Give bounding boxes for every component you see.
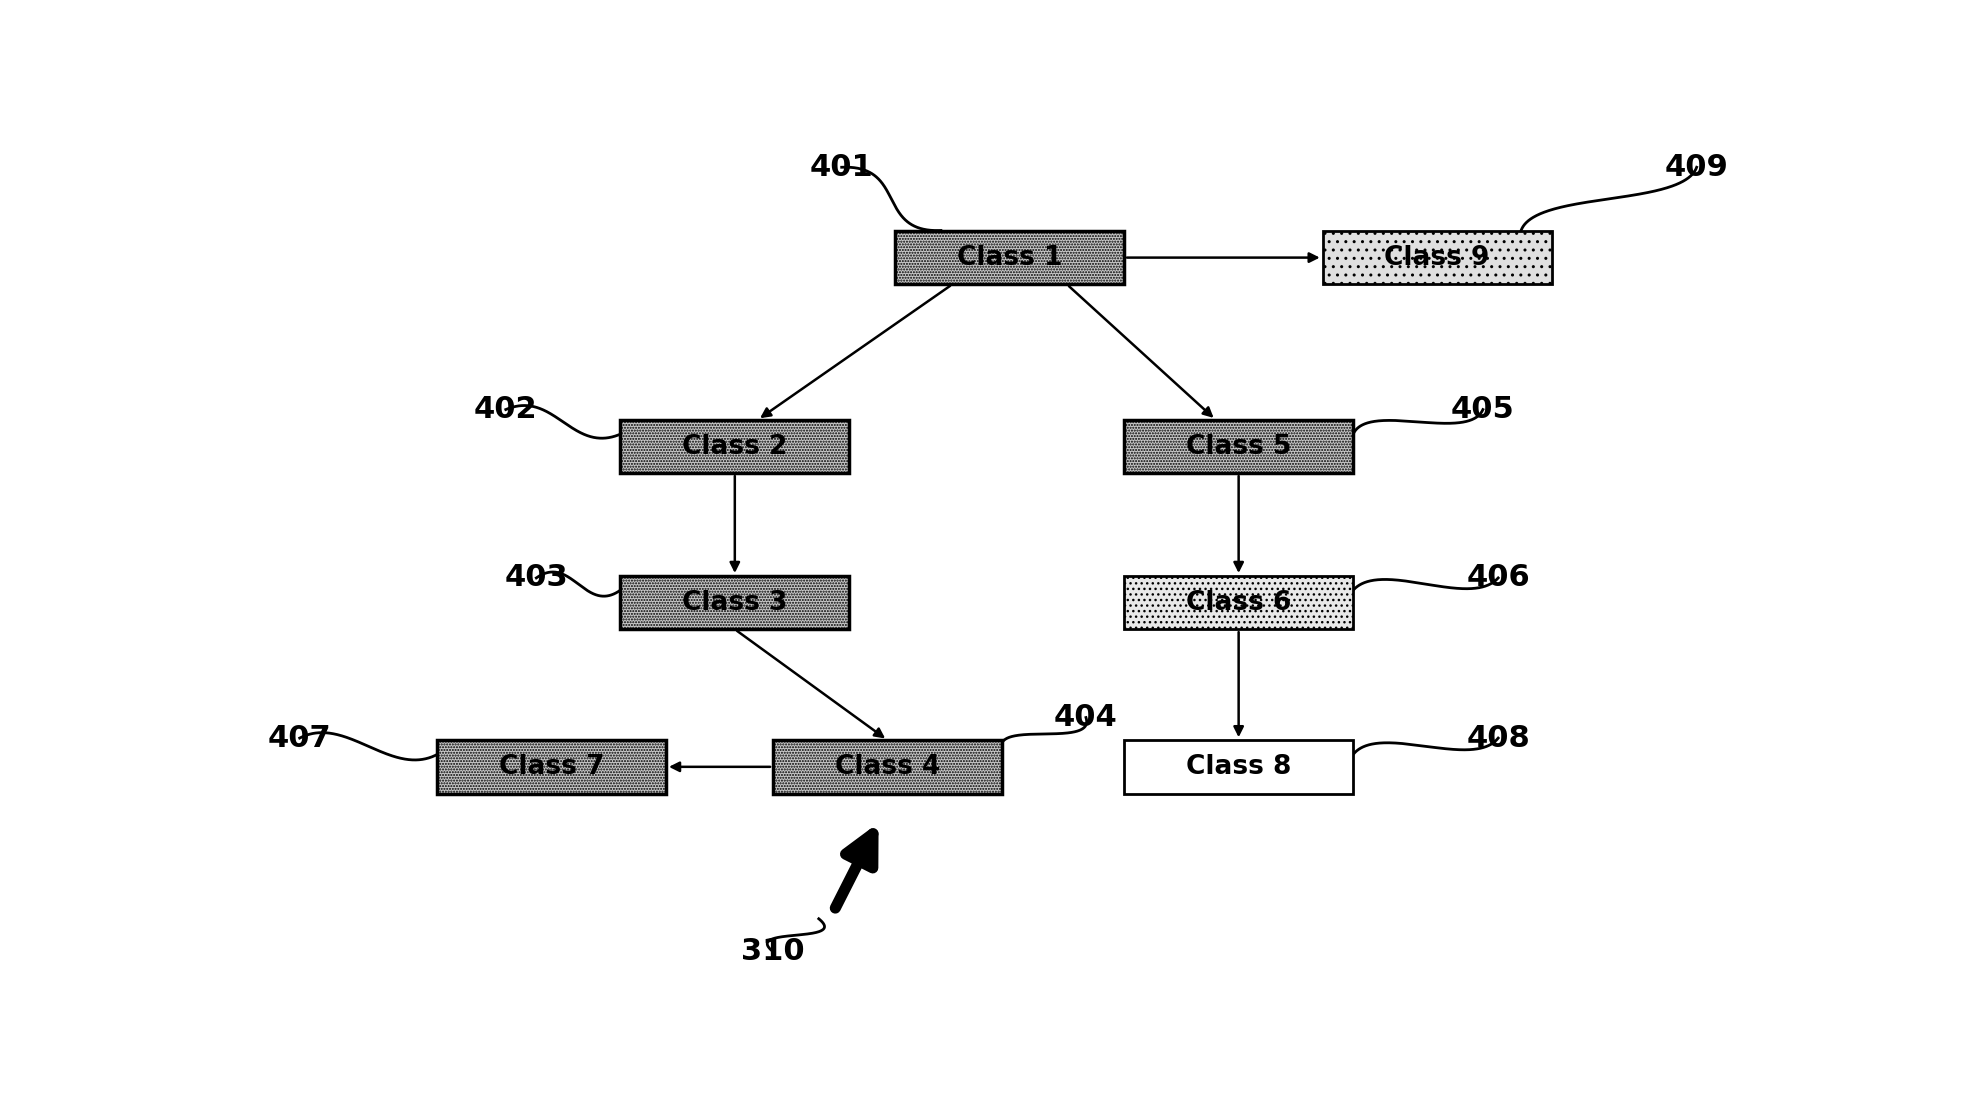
Text: Class 7: Class 7 <box>498 754 605 780</box>
Text: 405: 405 <box>1452 395 1515 424</box>
Text: 403: 403 <box>504 563 567 592</box>
Text: Class 9: Class 9 <box>1385 244 1489 271</box>
Text: Class 4: Class 4 <box>835 754 940 780</box>
Text: Class 2: Class 2 <box>682 433 788 459</box>
Text: 407: 407 <box>268 724 331 753</box>
Text: 406: 406 <box>1466 563 1531 592</box>
Text: 402: 402 <box>475 395 538 424</box>
FancyBboxPatch shape <box>772 740 1003 793</box>
Text: Class 3: Class 3 <box>682 589 788 616</box>
Text: Class 6: Class 6 <box>1186 589 1290 616</box>
FancyBboxPatch shape <box>1125 420 1353 474</box>
FancyBboxPatch shape <box>437 740 666 793</box>
Text: 401: 401 <box>810 152 873 181</box>
FancyBboxPatch shape <box>621 576 849 629</box>
Text: 310: 310 <box>741 937 806 967</box>
Text: Class 1: Class 1 <box>957 244 1062 271</box>
Text: 409: 409 <box>1665 152 1728 181</box>
FancyBboxPatch shape <box>621 420 849 474</box>
Text: 408: 408 <box>1466 724 1531 753</box>
Text: Class 5: Class 5 <box>1186 433 1290 459</box>
FancyBboxPatch shape <box>1125 576 1353 629</box>
FancyBboxPatch shape <box>1322 231 1552 284</box>
Text: Class 8: Class 8 <box>1186 754 1290 780</box>
Text: 404: 404 <box>1054 703 1117 732</box>
FancyBboxPatch shape <box>1125 740 1353 793</box>
FancyBboxPatch shape <box>894 231 1125 284</box>
